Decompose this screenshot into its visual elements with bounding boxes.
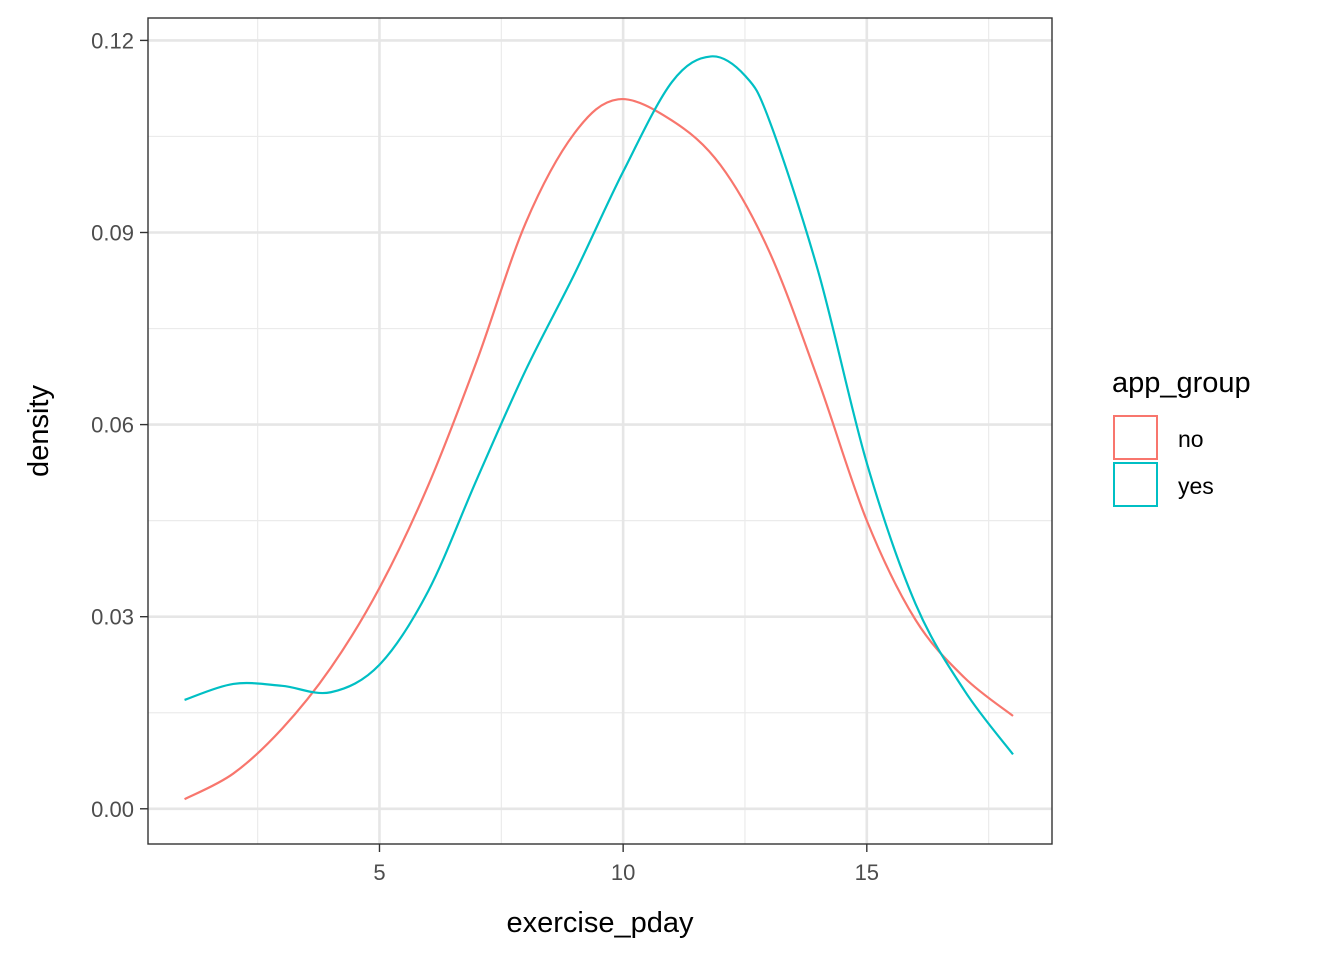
density-line-yes: [184, 55, 1014, 756]
legend-title: app_group: [1112, 367, 1251, 399]
legend-key-yes: [1113, 462, 1158, 507]
y-tick-label: 0.09: [91, 221, 134, 246]
x-axis: 5 10 15: [373, 844, 879, 885]
series-lines: [184, 55, 1014, 801]
x-axis-title: exercise_pday: [507, 907, 694, 939]
panel-background: [148, 18, 1052, 844]
x-tick-label: 10: [611, 860, 635, 885]
density-line-no: [184, 98, 1014, 801]
y-tick-label: 0.06: [91, 413, 134, 438]
y-tick-label: 0.12: [91, 28, 134, 53]
y-tick-label: 0.03: [91, 605, 134, 630]
legend-label-no: no: [1178, 426, 1204, 452]
x-tick-label: 5: [373, 860, 385, 885]
panel-border: [147, 17, 1053, 845]
y-tick-label: 0.00: [91, 797, 134, 822]
legend-key-no: [1113, 415, 1158, 460]
legend-items: no yes: [1113, 415, 1214, 507]
grid-major: [148, 18, 1052, 844]
x-tick-label: 15: [855, 860, 879, 885]
y-axis-title: density: [23, 385, 55, 477]
legend: app_group no yes: [1112, 367, 1251, 507]
y-axis: 0.00 0.03 0.06 0.09 0.12: [91, 28, 148, 822]
grid-minor: [148, 18, 1052, 844]
legend-label-yes: yes: [1178, 473, 1214, 499]
